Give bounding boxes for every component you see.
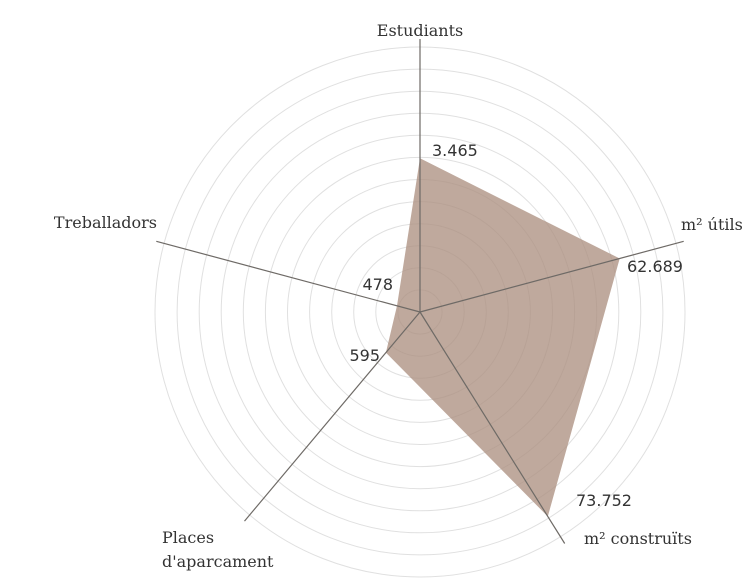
axis-spokes [156,39,684,544]
axis-label-m-tils: m² útils [681,215,743,234]
value-label-treballadors: 478 [362,275,393,294]
axis-label-treballadors: Treballadors [54,213,157,232]
value-label-m-constru-ts: 73.752 [576,491,632,510]
axis-spoke-m-constru-ts [419,311,566,544]
axis-label-m-constru-ts: m² construïts [584,529,692,548]
axis-spoke-places-d-aparcament [244,311,421,522]
value-label-places-d-aparcament: 595 [349,346,380,365]
value-label-estudiants: 3.465 [432,141,478,160]
value-label-m-tils: 62.689 [627,257,683,276]
data-area [385,158,620,517]
axis-label-places-d-aparcament: Places d'aparcament [162,528,274,571]
axis-spoke-m-tils [419,240,684,313]
value-labels: 3.465 62.689 73.752 595 478 [349,141,683,510]
axis-labels: Estudiants m² útils m² construïts Places d'a… [54,21,743,571]
axis-label-estudiants: Estudiants [377,21,463,40]
axis-spoke-treballadors [156,240,421,313]
